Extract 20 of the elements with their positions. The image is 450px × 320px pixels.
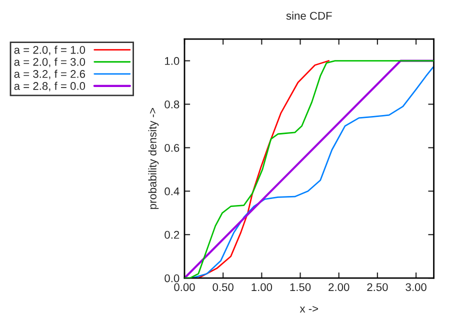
legend-label: a = 2.8, f = 0.0 bbox=[14, 82, 86, 92]
chart-title: sine CDF bbox=[286, 12, 332, 20]
legend-label: a = 3.2, f = 2.6 bbox=[14, 70, 86, 80]
x-tick-label: 2.50 bbox=[367, 283, 388, 292]
x-tick-label: 3.00 bbox=[406, 283, 426, 292]
y-tick-label: 0.4 bbox=[164, 187, 180, 196]
y-tick-label: 0.0 bbox=[164, 274, 180, 282]
x-tick-label: 2.00 bbox=[328, 283, 350, 292]
x-tick-label: 1.50 bbox=[290, 283, 311, 292]
legend-label: a = 2.0, f = 3.0 bbox=[14, 58, 86, 68]
legend-label: a = 2.0, f = 1.0 bbox=[14, 46, 86, 56]
y-tick-label: 1.0 bbox=[165, 57, 180, 65]
x-tick-label: 0.50 bbox=[212, 283, 234, 292]
y-tick-label: 0.8 bbox=[164, 100, 180, 108]
x-tick-label: 1.00 bbox=[252, 283, 272, 292]
y-tick-label: 0.6 bbox=[164, 144, 180, 152]
y-axis-title: probability density -> bbox=[148, 108, 159, 209]
x-axis-title: x -> bbox=[300, 306, 318, 312]
y-tick-label: 0.2 bbox=[164, 230, 180, 239]
x-tick-label: 0.00 bbox=[174, 283, 195, 292]
